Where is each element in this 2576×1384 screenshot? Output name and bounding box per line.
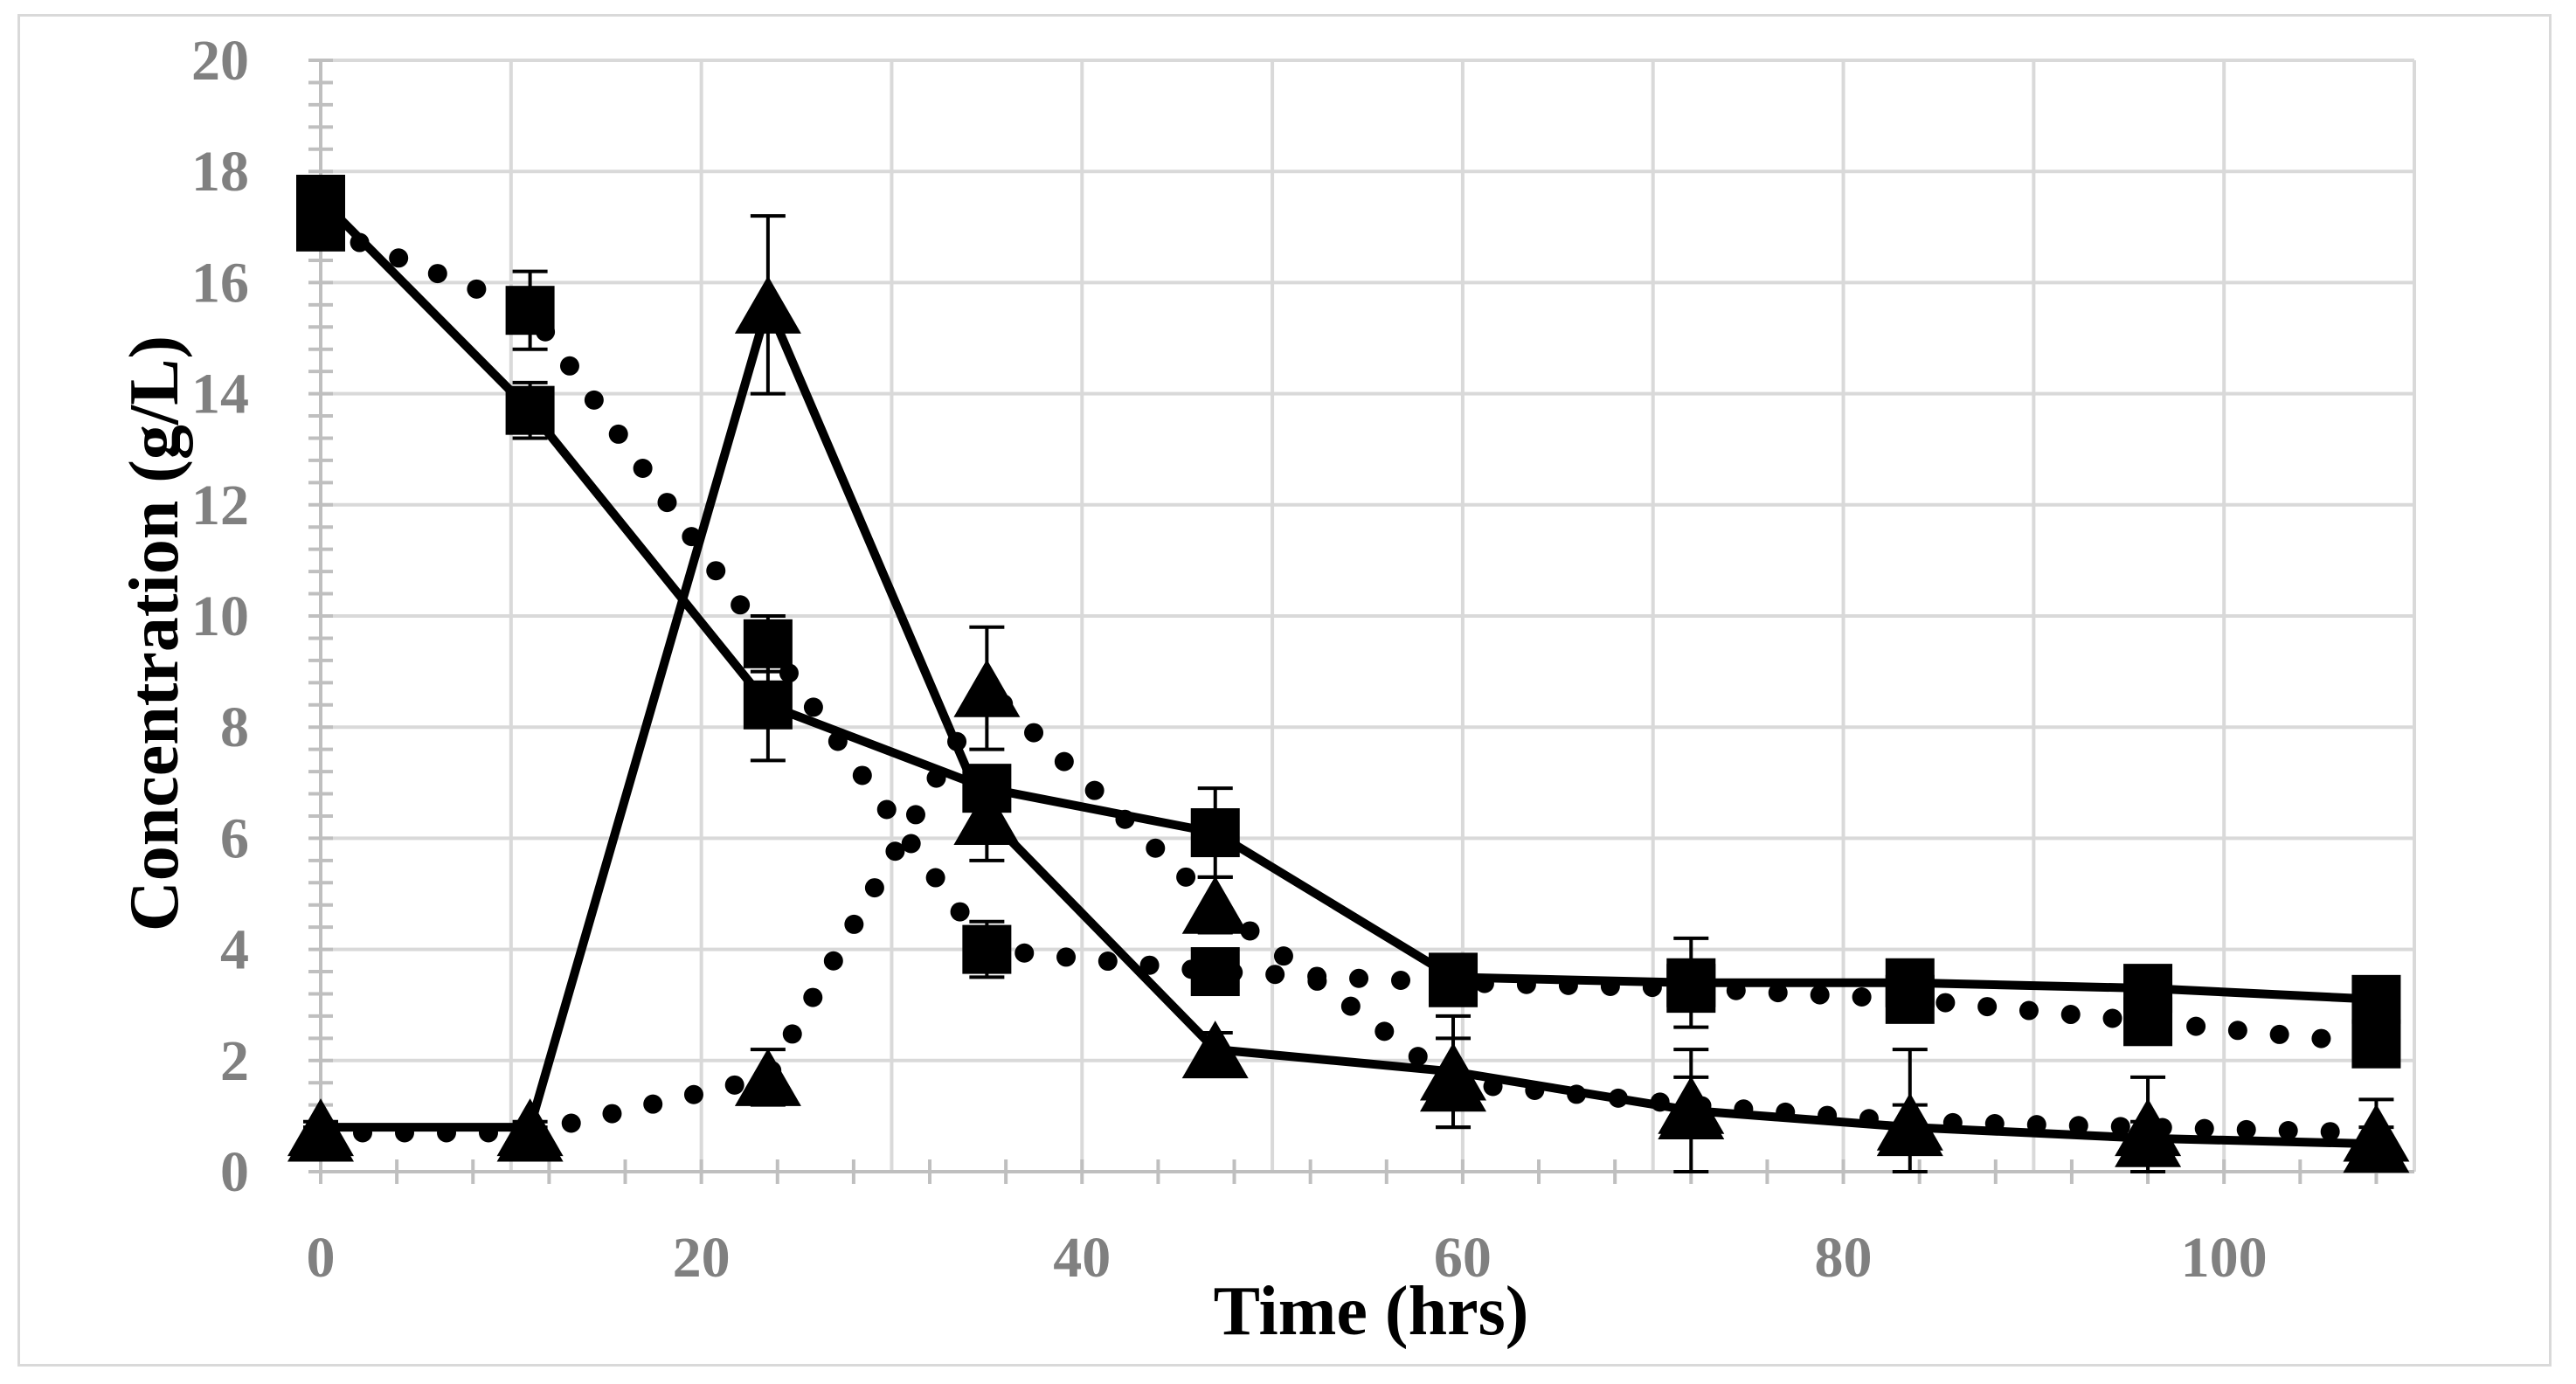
chart-frame: 0 2 4 6 8 10 12 14 16 18 20 0 20 40 60 80 100 Time (hrs)… (17, 14, 2552, 1367)
markers (287, 175, 2410, 1173)
y-tick-label: 10 (191, 585, 249, 648)
triangle-marker (734, 1048, 801, 1106)
triangle-marker (953, 659, 1021, 717)
grid (321, 59, 2416, 1172)
triangle-marker (1181, 1021, 1249, 1079)
error-bars (303, 175, 2394, 1173)
square-marker (2123, 997, 2173, 1047)
y-tick-label: 8 (220, 695, 249, 759)
y-tick-label: 20 (191, 29, 249, 93)
triangle-marker (1420, 1054, 1486, 1112)
x-tick-label: 60 (1434, 1226, 1492, 1290)
x-tick-label: 20 (673, 1226, 731, 1290)
series-lines (311, 196, 2386, 1149)
chart-svg: 0 2 4 6 8 10 12 14 16 18 20 0 20 40 60 80 100 Time (hrs)… (116, 29, 2416, 1350)
square-marker (2351, 1019, 2401, 1069)
x-axis-title: Time (hrs) (1214, 1273, 1529, 1350)
triangle-marker (2115, 1098, 2182, 1157)
y-axis-title: Concentration (g/L) (116, 336, 193, 931)
triangle-marker (287, 1104, 354, 1162)
square-marker (296, 202, 345, 252)
square-marker (505, 286, 555, 336)
series-line (311, 217, 2386, 1054)
square-marker (1666, 964, 1716, 1014)
series-line (317, 196, 2377, 1004)
tick-labels: 0 2 4 6 8 10 12 14 16 18 20 0 20 40 60 80 100 (191, 29, 2268, 1290)
x-tick-label: 80 (1815, 1226, 1873, 1290)
triangle-marker (734, 275, 801, 334)
square-marker (1885, 974, 1935, 1024)
square-marker (1190, 808, 1240, 858)
y-tick-label: 0 (220, 1140, 249, 1204)
triangle-marker (496, 1104, 564, 1162)
y-tick-label: 16 (191, 251, 249, 315)
square-marker (1429, 958, 1478, 1007)
triangle-marker (2343, 1104, 2410, 1162)
square-marker (743, 680, 793, 730)
triangle-marker (953, 787, 1021, 845)
x-tick-label: 100 (2181, 1226, 2268, 1290)
y-tick-label: 18 (191, 140, 249, 204)
square-marker (2351, 974, 2401, 1024)
square-marker (743, 619, 793, 668)
y-tick-label: 4 (220, 918, 249, 982)
y-tick-label: 6 (220, 806, 249, 870)
square-marker (505, 385, 555, 435)
series-line (321, 300, 2377, 1149)
triangle-marker (1181, 875, 1249, 934)
x-tick-label: 0 (307, 1226, 336, 1290)
x-tick-label: 40 (1053, 1226, 1111, 1290)
square-marker (962, 924, 1012, 974)
square-marker (1190, 947, 1240, 997)
y-tick-label: 14 (191, 363, 249, 426)
series-line (311, 678, 2386, 1143)
triangle-marker (1876, 1092, 1943, 1151)
triangle-marker (1658, 1076, 1725, 1134)
y-tick-label: 12 (191, 474, 249, 537)
y-tick-label: 2 (220, 1029, 249, 1093)
